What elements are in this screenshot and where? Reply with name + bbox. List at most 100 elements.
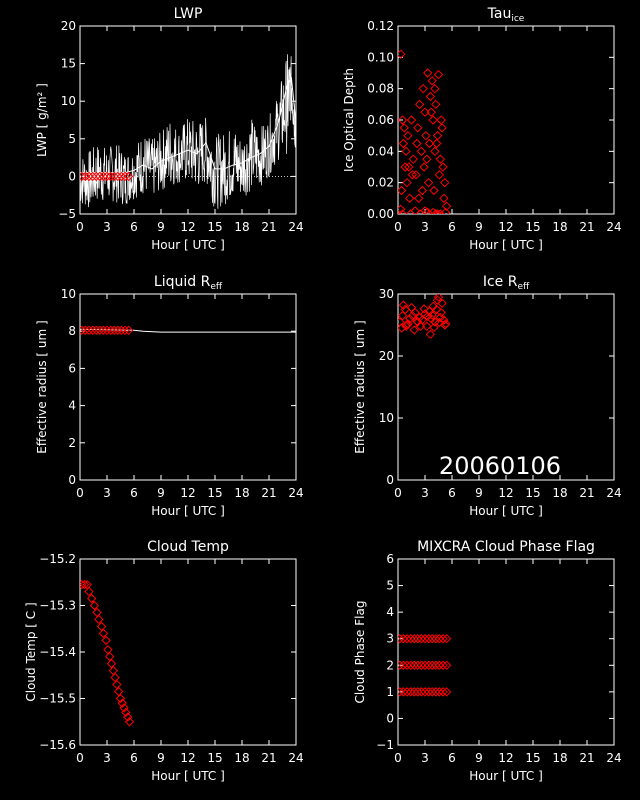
y-tick-label: 5 xyxy=(386,579,394,593)
data-point xyxy=(80,325,87,335)
x-tick-label: 15 xyxy=(525,486,540,500)
x-tick-label: 9 xyxy=(157,220,165,234)
data-point xyxy=(416,146,427,157)
data-point xyxy=(409,660,419,670)
x-tick-label: 6 xyxy=(448,220,456,234)
y-tick-label: 2 xyxy=(68,436,76,450)
data-point xyxy=(440,177,450,188)
x-tick-label: 12 xyxy=(498,751,513,765)
y-axis-label: Ice Optical Depth xyxy=(342,68,356,172)
data-point xyxy=(434,660,445,670)
data-point xyxy=(423,660,434,670)
data-point xyxy=(87,325,98,335)
x-axis-label: Hour [ UTC ] xyxy=(151,504,225,518)
y-tick-label: 20 xyxy=(379,349,394,363)
data-point xyxy=(398,660,405,670)
x-tick-label: 6 xyxy=(130,220,138,234)
data-point xyxy=(425,329,436,340)
x-tick-label: 24 xyxy=(288,220,303,234)
data-point xyxy=(428,207,438,214)
data-point xyxy=(431,687,441,697)
data-point xyxy=(423,634,434,644)
data-point xyxy=(109,325,119,335)
chart-title: Tauice xyxy=(487,6,525,24)
y-tick-label: −15.5 xyxy=(39,692,76,706)
data-point xyxy=(407,310,418,321)
data-point xyxy=(105,325,116,335)
chart-cloud_temp: 0 3 6 9 12 15 18 21 24 −15.6 −15.5 −15.4 −15.3 −15.2 C… xyxy=(24,539,304,783)
data-point xyxy=(425,91,436,102)
data-point xyxy=(398,634,409,644)
data-point xyxy=(106,658,117,669)
data-point xyxy=(402,177,412,188)
x-tick-label: 0 xyxy=(394,751,402,765)
y-tick-label: 30 xyxy=(379,287,394,301)
data-point xyxy=(409,687,419,697)
data-point xyxy=(440,207,451,214)
data-point xyxy=(104,651,115,662)
data-point xyxy=(426,107,437,117)
x-tick-label: 24 xyxy=(606,220,621,234)
data-point xyxy=(98,628,109,639)
data-point xyxy=(419,162,429,172)
data-point xyxy=(402,687,412,697)
y-tick-label: 4 xyxy=(68,399,76,413)
y-tick-label: 10 xyxy=(61,94,76,108)
data-point xyxy=(399,123,410,133)
data-point xyxy=(398,185,407,196)
data-point xyxy=(86,593,97,604)
data-point xyxy=(422,311,433,322)
series-line-noise xyxy=(80,54,296,209)
data-point xyxy=(421,130,431,141)
y-tick-label: 0 xyxy=(386,473,394,487)
y-axis-label: Effective radius [ um ] xyxy=(353,320,367,453)
data-point xyxy=(80,171,91,182)
data-point xyxy=(398,634,405,644)
data-point xyxy=(113,171,123,182)
data-point xyxy=(417,185,428,196)
data-point xyxy=(398,660,409,670)
series-0 xyxy=(80,579,135,727)
data-point xyxy=(398,138,409,149)
x-tick-label: 0 xyxy=(76,220,84,234)
data-point xyxy=(424,138,435,149)
data-point xyxy=(413,634,423,644)
data-point xyxy=(434,317,445,328)
data-point xyxy=(441,201,452,211)
data-point xyxy=(416,660,427,670)
chart-title: Cloud Temp xyxy=(147,539,229,555)
x-tick-label: 24 xyxy=(288,751,303,765)
data-point xyxy=(420,660,430,670)
data-point xyxy=(407,170,418,180)
y-tick-label: 10 xyxy=(379,411,394,425)
x-tick-label: 15 xyxy=(525,751,540,765)
data-point xyxy=(80,325,91,335)
data-point xyxy=(430,83,440,94)
x-axis-label: Hour [ UTC ] xyxy=(469,769,543,783)
data-point xyxy=(84,586,94,597)
plot-frame xyxy=(79,25,297,215)
data-point xyxy=(412,138,422,149)
data-point xyxy=(429,185,439,196)
data-point xyxy=(89,600,100,611)
data-point xyxy=(438,687,448,697)
data-point xyxy=(431,138,442,149)
x-tick-label: 18 xyxy=(552,220,567,234)
y-tick-label: 1 xyxy=(386,685,394,699)
x-axis-label: Hour [ UTC ] xyxy=(151,769,225,783)
data-point xyxy=(438,660,448,670)
data-point xyxy=(124,717,135,727)
y-tick-label: 0.04 xyxy=(367,144,394,158)
x-tick-label: 9 xyxy=(475,220,483,234)
y-tick-label: 0 xyxy=(68,169,76,183)
y-axis-label: Cloud Temp [ C ] xyxy=(24,602,38,701)
data-point xyxy=(413,193,424,204)
x-tick-label: 6 xyxy=(448,751,456,765)
data-point xyxy=(406,115,417,125)
x-tick-label: 9 xyxy=(157,486,165,500)
x-tick-label: 18 xyxy=(234,220,249,234)
y-tick-label: −15.4 xyxy=(39,645,76,659)
data-point xyxy=(413,660,423,670)
data-point xyxy=(101,635,111,646)
